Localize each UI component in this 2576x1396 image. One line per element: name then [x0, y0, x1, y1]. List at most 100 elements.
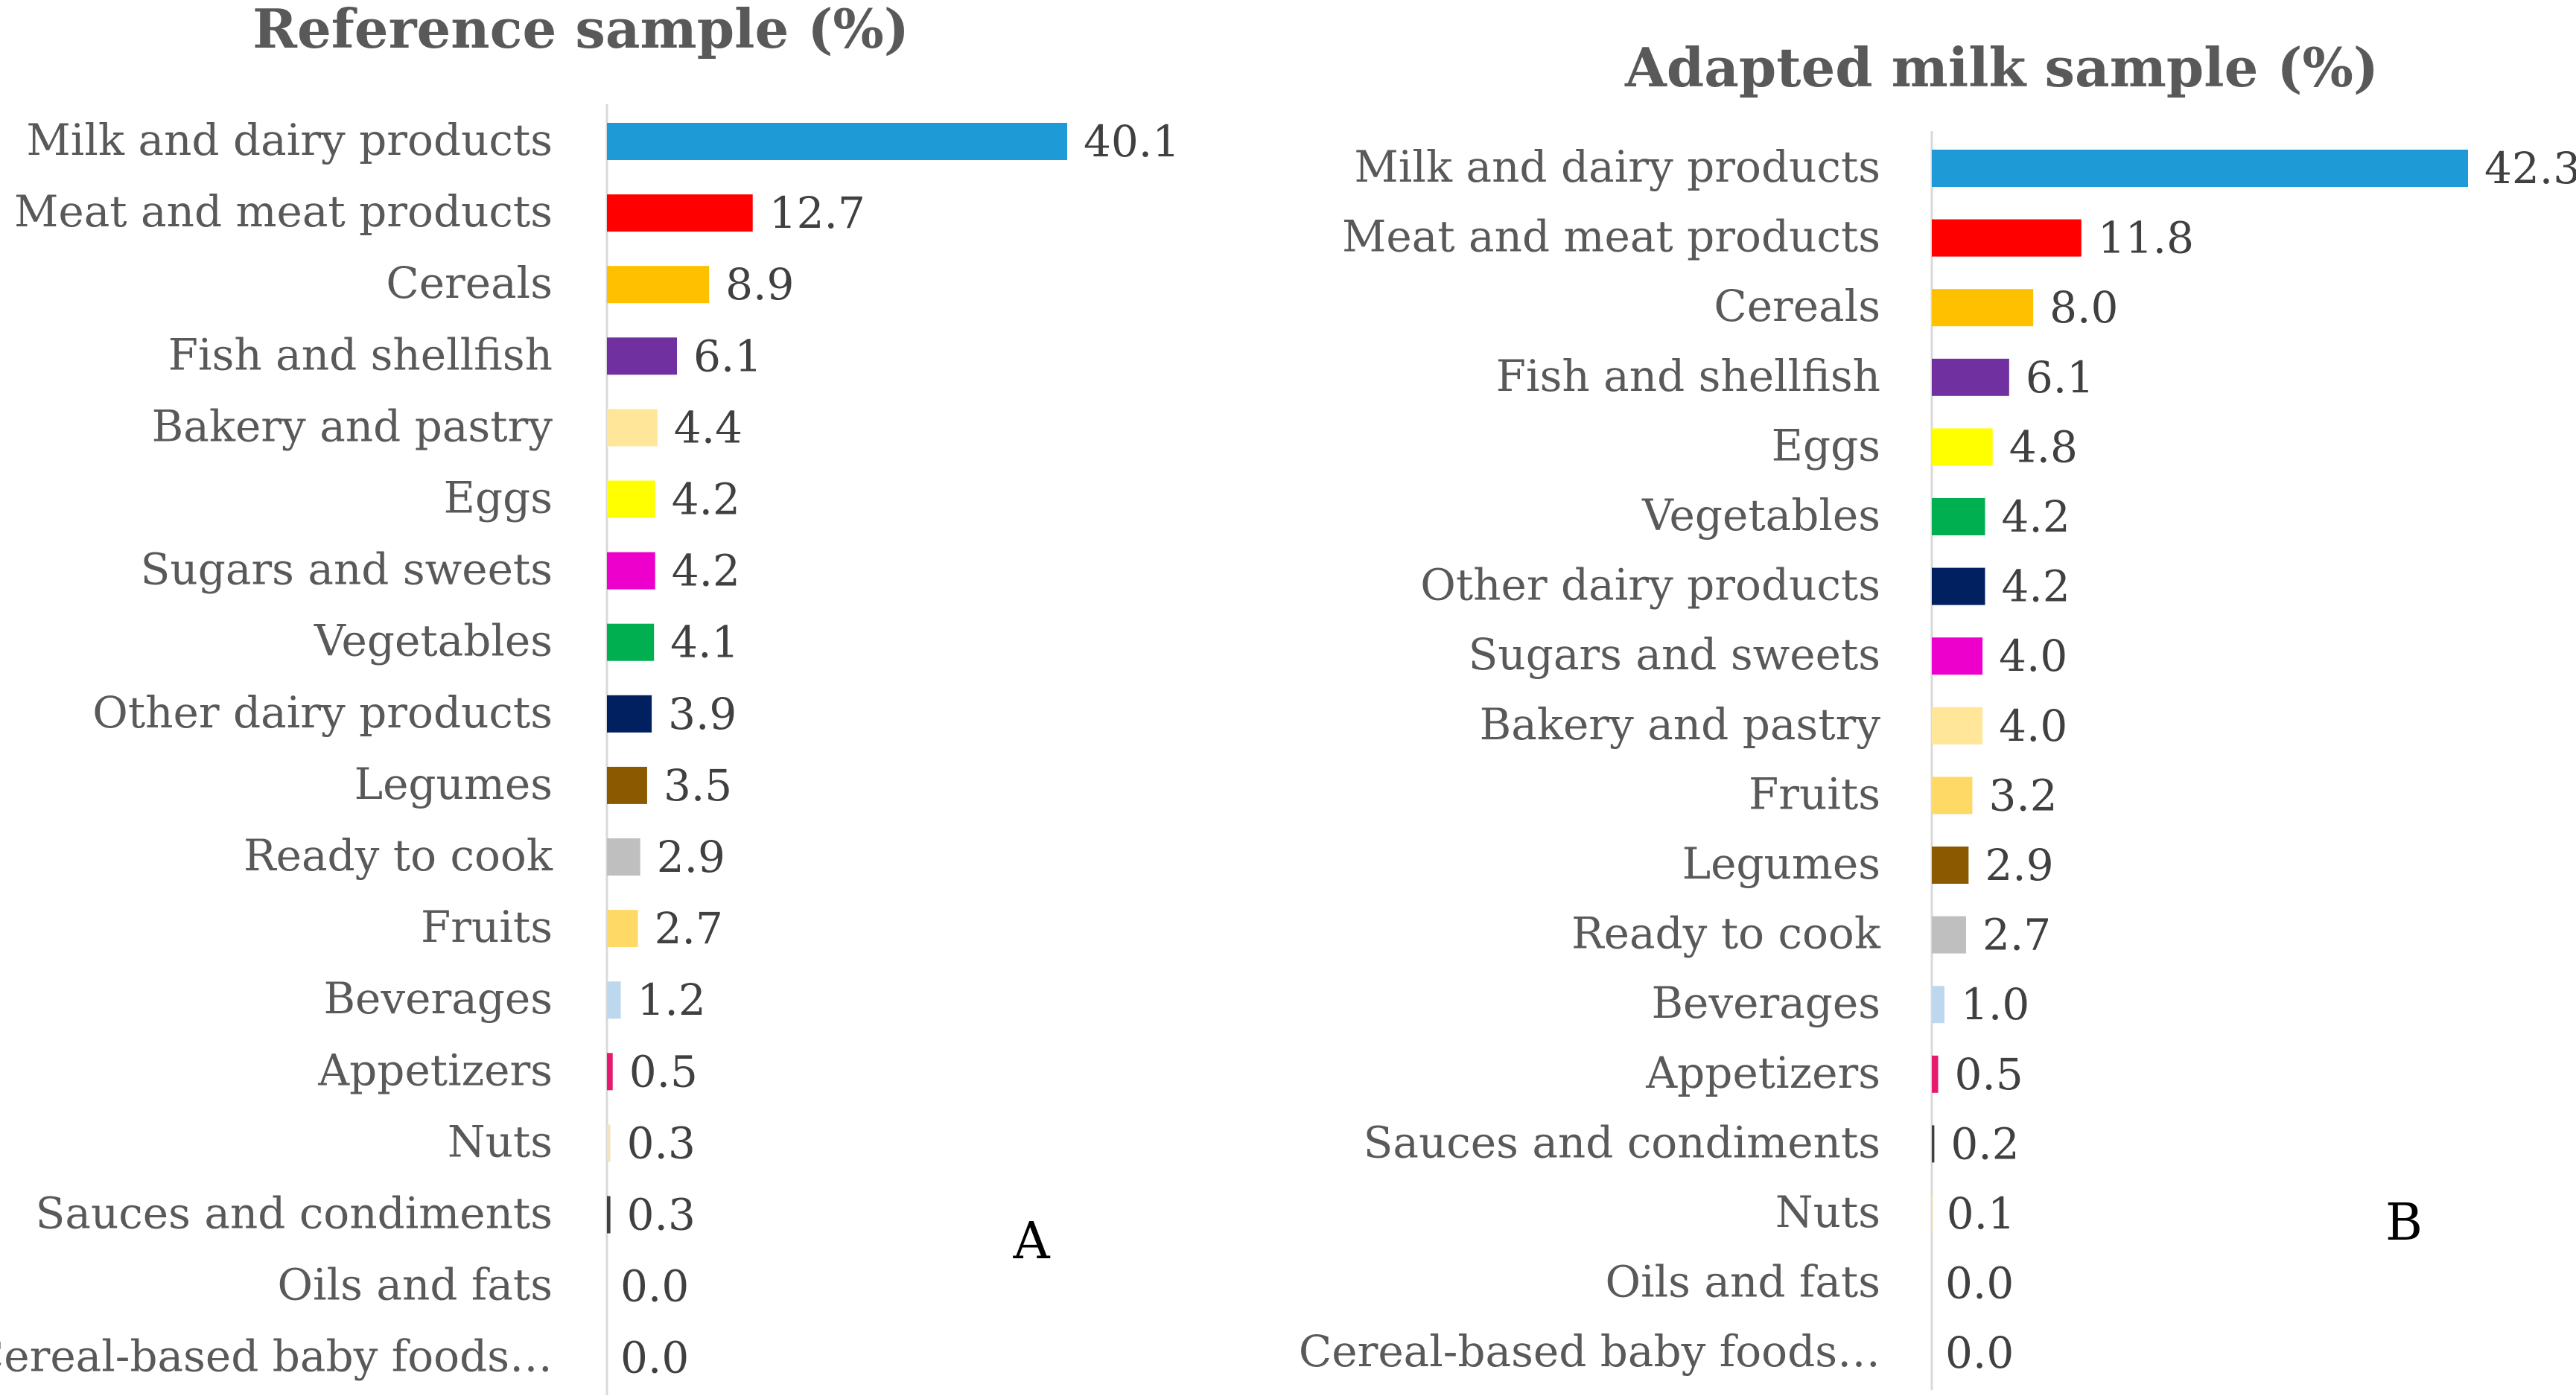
- data-label: 0.2: [1950, 1118, 2019, 1169]
- category-label: Vegetables: [314, 616, 553, 666]
- data-label: 2.7: [1982, 910, 2051, 960]
- bar: [607, 766, 647, 804]
- bar: [1932, 1055, 1939, 1093]
- category-label: Sauces and condiments: [1364, 1117, 1880, 1167]
- category-label: Cereal-based baby foods…: [1299, 1326, 1880, 1377]
- bar: [1932, 986, 1945, 1024]
- category-label: Oils and fats: [1606, 1257, 1880, 1307]
- category-label: Appetizers: [317, 1045, 553, 1095]
- category-label: Other dairy products: [1420, 560, 1880, 611]
- bar: [607, 695, 652, 733]
- data-label: 6.1: [693, 331, 762, 381]
- category-label: Beverages: [1651, 978, 1880, 1028]
- category-label: Legumes: [354, 759, 553, 809]
- category-label: Vegetables: [1641, 490, 1880, 541]
- data-label: 0.0: [620, 1261, 689, 1312]
- category-label: Ready to cook: [1571, 908, 1881, 959]
- data-label: 4.0: [1999, 631, 2067, 681]
- bar: [1932, 150, 2468, 187]
- bar: [607, 480, 655, 518]
- category-label: Cereals: [1714, 281, 1880, 331]
- data-label: 0.0: [1945, 1328, 2014, 1378]
- data-label: 4.4: [674, 402, 742, 453]
- data-label: 4.2: [672, 474, 740, 525]
- category-label: Nuts: [1775, 1187, 1880, 1237]
- data-label: 40.1: [1084, 116, 1180, 167]
- category-label: Meat and meat products: [14, 186, 553, 237]
- bar: [1932, 916, 1966, 954]
- panel-letter: A: [1012, 1212, 1050, 1271]
- bar: [607, 266, 710, 304]
- category-label: Fish and shellfish: [168, 329, 553, 380]
- bar: [1932, 777, 1973, 815]
- category-label: Fruits: [421, 902, 553, 952]
- category-label: Beverages: [323, 973, 553, 1024]
- data-label: 0.0: [620, 1333, 689, 1383]
- category-label: Eggs: [444, 473, 553, 523]
- data-label: 4.1: [670, 617, 739, 668]
- data-label: 8.0: [2049, 282, 2118, 333]
- category-label: Legumes: [1682, 838, 1880, 889]
- data-label: 0.0: [1945, 1258, 2014, 1309]
- data-label: 8.9: [725, 259, 794, 310]
- bar: [607, 123, 1067, 160]
- bar: [607, 194, 753, 232]
- bar: [607, 409, 658, 447]
- category-label: Fruits: [1749, 768, 1880, 819]
- bar: [1932, 498, 1985, 535]
- bar: [1932, 428, 1993, 466]
- category-label: Fish and shellfish: [1496, 351, 1880, 401]
- data-label: 4.2: [672, 546, 740, 596]
- data-label: 11.8: [2098, 213, 2194, 264]
- category-label: Other dairy products: [92, 687, 553, 738]
- category-label: Bakery and pastry: [152, 401, 553, 451]
- category-label: Oils and fats: [278, 1260, 553, 1310]
- bar: [607, 1124, 611, 1162]
- bar: [607, 838, 640, 876]
- bar: [1932, 1195, 1933, 1232]
- data-label: 3.2: [1988, 770, 2057, 820]
- category-label: Milk and dairy products: [1354, 141, 1880, 192]
- bar: [607, 910, 638, 948]
- data-label: 3.9: [668, 689, 737, 739]
- data-label: 2.7: [655, 903, 723, 954]
- bar: [607, 337, 678, 375]
- data-label: 4.2: [2001, 561, 2070, 612]
- bar: [1932, 637, 1983, 675]
- data-label: 0.1: [1947, 1188, 2015, 1239]
- data-label: 0.3: [627, 1190, 696, 1240]
- chart-panel-reference: Reference sample (%) Milk and dairy produ…: [0, 0, 1180, 1395]
- category-label: Cereals: [386, 258, 553, 308]
- category-label: Sugars and sweets: [1469, 629, 1880, 680]
- category-label: Cereal-based baby foods…: [0, 1331, 553, 1382]
- data-label: 1.0: [1961, 979, 2029, 1030]
- data-label: 0.3: [627, 1118, 696, 1168]
- bar: [1932, 289, 2034, 327]
- bar: [1932, 567, 1985, 605]
- bar: [607, 1196, 611, 1234]
- bar: [1932, 219, 2082, 257]
- bar: [1932, 1125, 1935, 1163]
- data-label: 1.2: [637, 975, 705, 1025]
- category-label: Milk and dairy products: [26, 115, 553, 165]
- chart-title: Reference sample (%): [252, 0, 909, 60]
- category-label: Bakery and pastry: [1480, 699, 1881, 750]
- data-label: 4.2: [2001, 491, 2070, 542]
- data-label: 0.5: [629, 1046, 698, 1097]
- chart-title: Adapted milk sample (%): [1624, 36, 2379, 99]
- chart-panel-adapted-milk: Adapted milk sample (%) Milk and dairy pr…: [1299, 36, 2576, 1391]
- bar: [1932, 847, 1969, 884]
- panel-letter: B: [2385, 1193, 2423, 1252]
- data-label: 3.5: [664, 760, 732, 811]
- data-label: 4.0: [1999, 701, 2067, 751]
- category-label: Meat and meat products: [1342, 211, 1880, 262]
- bar: [607, 623, 655, 661]
- bar: [607, 552, 655, 590]
- bar: [1932, 358, 2009, 396]
- bar: [607, 981, 621, 1019]
- data-label: 2.9: [657, 832, 725, 882]
- category-label: Ready to cook: [244, 830, 553, 881]
- category-label: Eggs: [1772, 420, 1880, 471]
- bar: [1932, 707, 1983, 745]
